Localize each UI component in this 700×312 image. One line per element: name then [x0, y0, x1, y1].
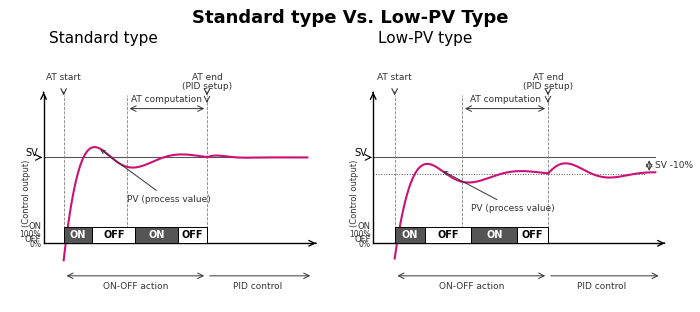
Text: ON-OFF action: ON-OFF action — [439, 282, 504, 291]
Text: Standard type Vs. Low-PV Type: Standard type Vs. Low-PV Type — [192, 9, 508, 27]
Text: ON: ON — [402, 230, 418, 240]
Text: OFF: OFF — [522, 230, 543, 240]
Text: PID control: PID control — [232, 282, 282, 291]
Text: AT end: AT end — [192, 73, 223, 82]
Text: PV (process value): PV (process value) — [444, 172, 555, 213]
Text: OFF: OFF — [103, 230, 125, 240]
Text: ON: ON — [486, 230, 503, 240]
Text: PV (process value): PV (process value) — [102, 150, 211, 204]
Text: (Control output): (Control output) — [22, 159, 31, 227]
Bar — [471, 227, 517, 243]
Text: (Control output): (Control output) — [350, 159, 359, 227]
Text: ON: ON — [70, 230, 86, 240]
Text: OFF: OFF — [438, 230, 459, 240]
Text: AT start: AT start — [46, 73, 81, 82]
Text: SV -10%: SV -10% — [655, 161, 694, 170]
Text: SV: SV — [25, 148, 38, 158]
Text: AT end: AT end — [533, 73, 564, 82]
Bar — [92, 227, 135, 243]
Text: PID control: PID control — [577, 282, 626, 291]
Text: (PID setup): (PID setup) — [182, 82, 232, 91]
Bar — [517, 227, 548, 243]
Text: Standard type: Standard type — [49, 31, 158, 46]
Text: 100%: 100% — [20, 231, 41, 240]
Text: OFF: OFF — [25, 235, 41, 244]
Text: AT computation: AT computation — [470, 95, 540, 104]
Bar — [135, 227, 178, 243]
Text: AT computation: AT computation — [132, 95, 202, 104]
Text: Low-PV type: Low-PV type — [378, 31, 472, 46]
Text: ON: ON — [358, 222, 371, 232]
Text: 100%: 100% — [349, 231, 371, 240]
Text: 0%: 0% — [358, 240, 371, 249]
Text: ON: ON — [28, 222, 41, 232]
Text: AT start: AT start — [377, 73, 412, 82]
Text: (PID setup): (PID setup) — [523, 82, 573, 91]
Text: ON-OFF action: ON-OFF action — [103, 282, 168, 291]
Text: ON: ON — [148, 230, 165, 240]
Bar — [395, 227, 426, 243]
Text: OFF: OFF — [182, 230, 204, 240]
Bar — [64, 227, 92, 243]
Bar — [178, 227, 207, 243]
Text: OFF: OFF — [354, 235, 371, 244]
Text: SV: SV — [354, 148, 367, 158]
Bar — [426, 227, 471, 243]
Text: 0%: 0% — [29, 240, 41, 249]
